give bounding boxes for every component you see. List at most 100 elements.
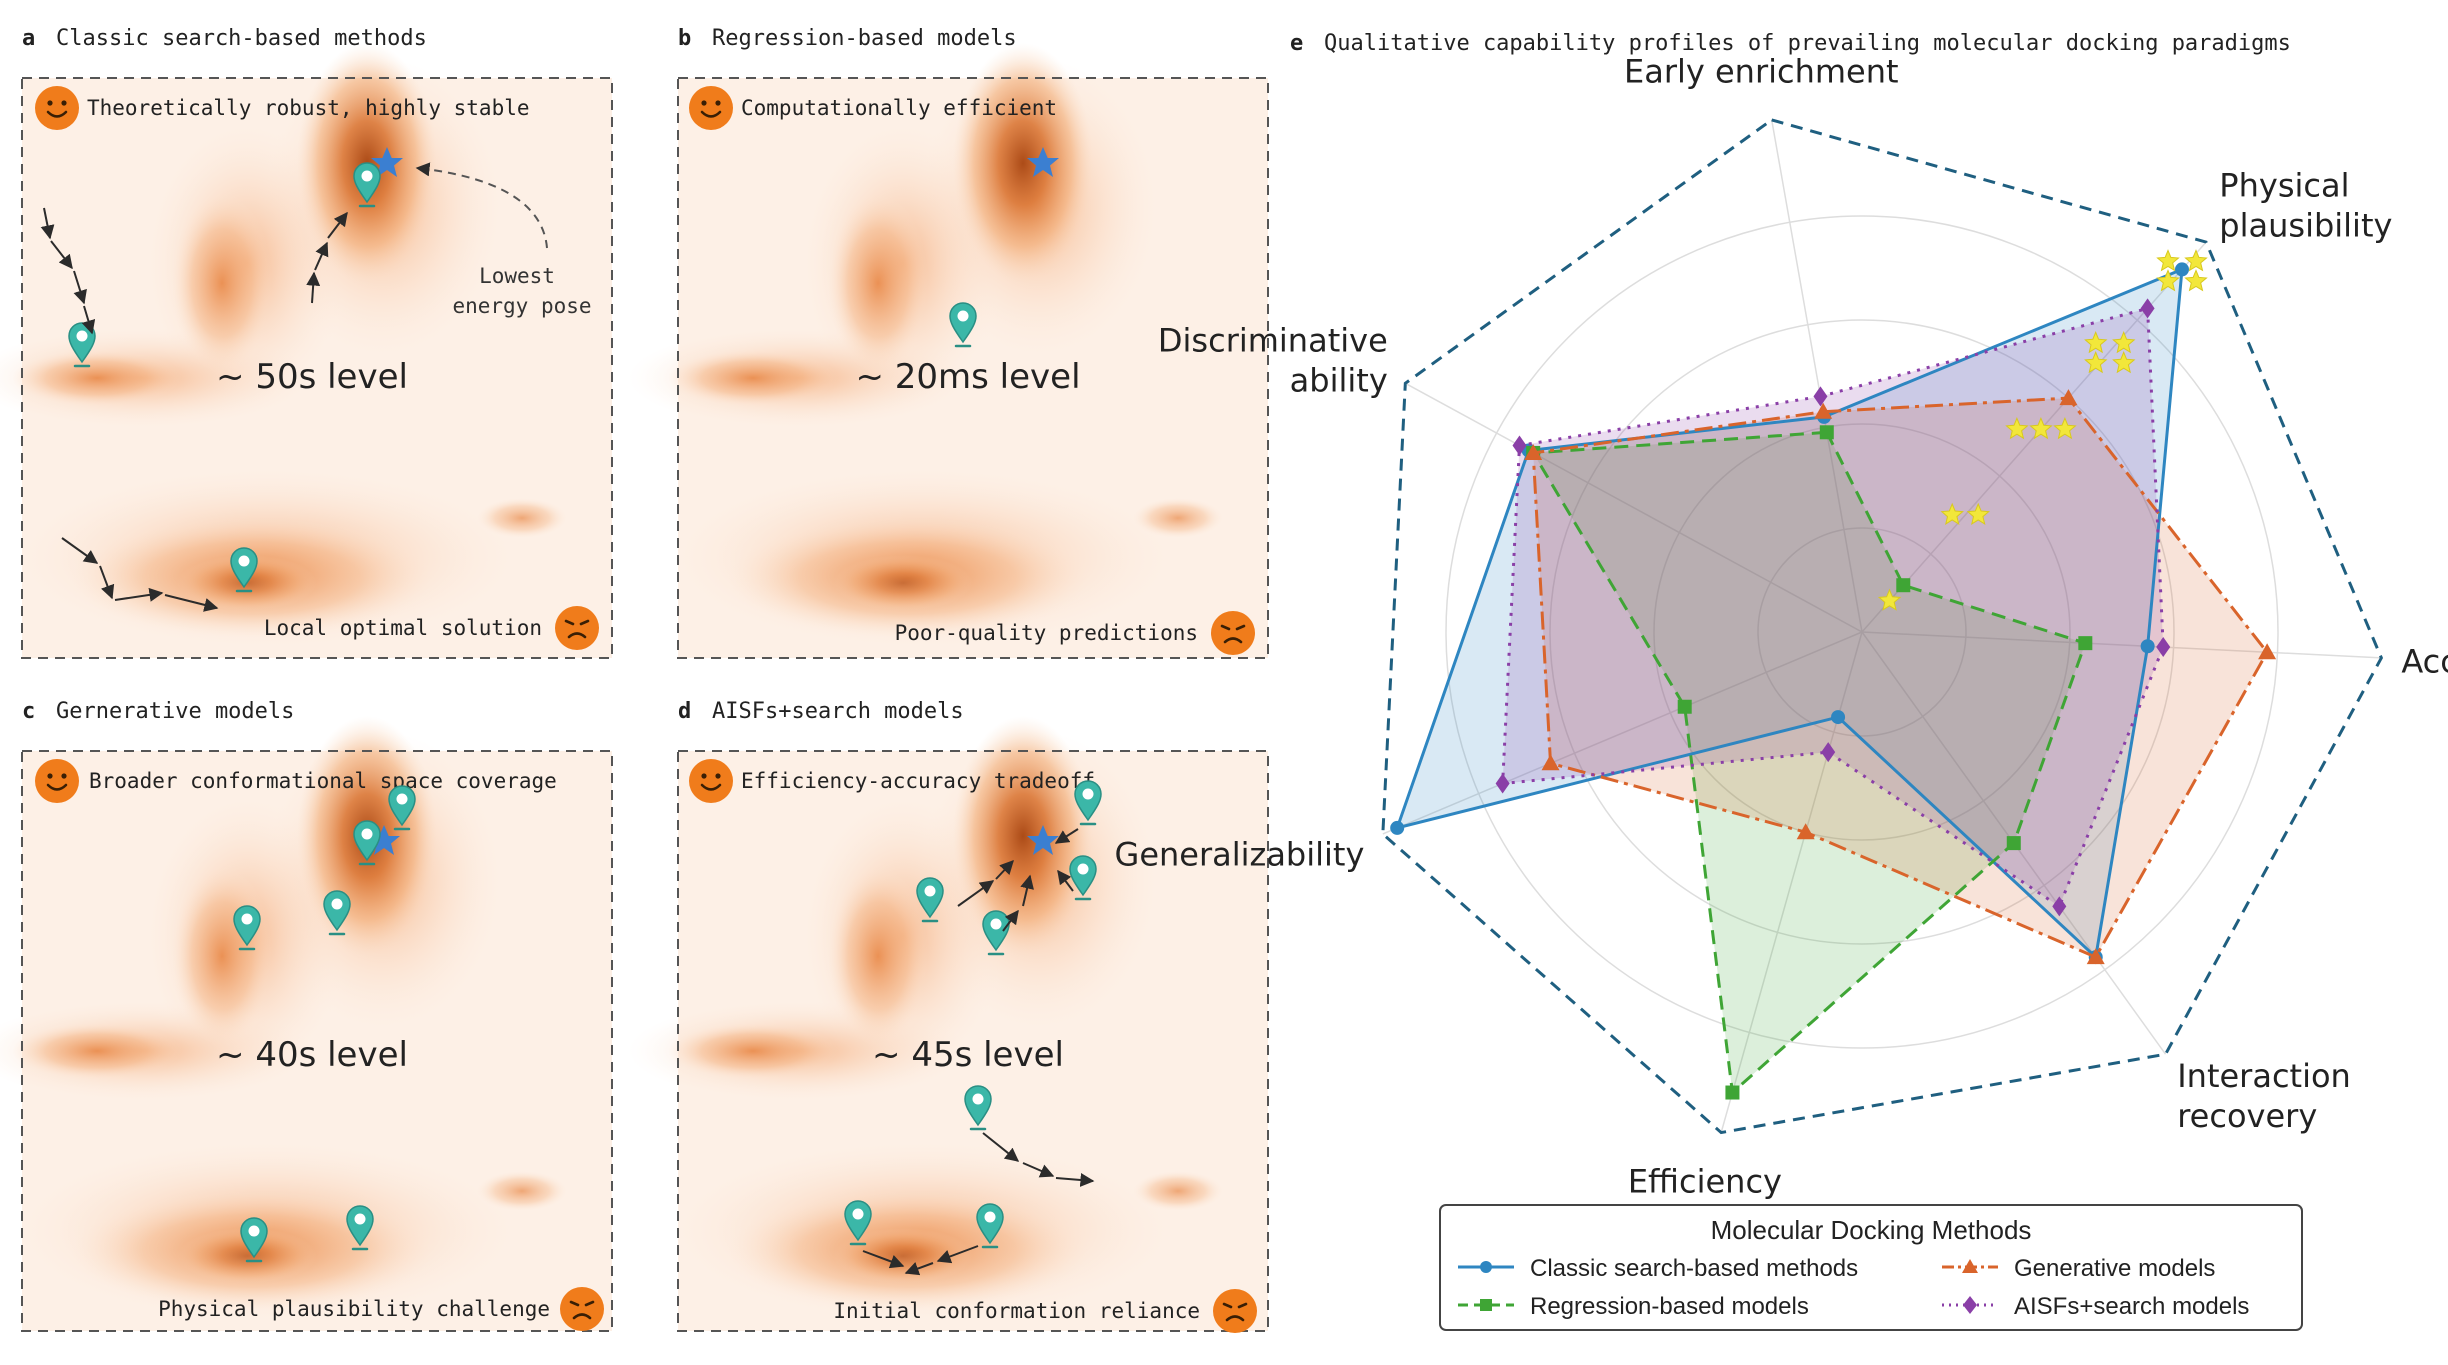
panel-b-con-text: Poor-quality predictions [895, 621, 1198, 645]
series-point [1390, 820, 1405, 835]
series-point [1677, 699, 1692, 714]
panel-c-pro-text: Broader conformational space coverage [89, 769, 557, 793]
rating-star-icon [1966, 502, 1990, 525]
legend-item-classic: Classic search-based methods [1458, 1255, 1858, 1282]
panel-a-frame [21, 77, 613, 659]
panel-e-letter: e [1290, 31, 1303, 56]
series-point [2059, 389, 2078, 406]
rating-star-icon [2156, 249, 2180, 272]
grid-ring [1445, 215, 2279, 1049]
panel-b-pro-text: Computationally efficient [741, 96, 1057, 120]
legend-label: Regression-based models [1530, 1293, 1809, 1320]
series-point [1796, 823, 1815, 840]
series-point [2174, 262, 2189, 277]
panel-b-frame [677, 77, 1269, 659]
rating-star-icon [2112, 330, 2136, 354]
panel-a-level: ~ 50s level [216, 357, 408, 397]
rating-stars [1877, 249, 2208, 611]
series-point [2258, 643, 2277, 660]
legend-item-regression: Regression-based models [1458, 1293, 1809, 1320]
series-point [1821, 742, 1836, 763]
series-point [1512, 435, 1527, 456]
grid-spoke [1770, 119, 1863, 633]
radar-series [1390, 262, 2277, 1100]
outer-boundary [1381, 118, 2384, 1135]
panel-d-letter: d [678, 699, 691, 724]
rating-star-icon [1940, 502, 1964, 525]
panel-e-title: Qualitative capability profiles of preva… [1324, 31, 2291, 56]
sad-face-icon [553, 604, 601, 652]
happy-face-icon [687, 757, 735, 805]
series-area [1502, 308, 2164, 907]
grid-ring [1549, 319, 2175, 945]
axis-label-acc: Accuracy [2401, 642, 2448, 680]
series-point [1524, 443, 1543, 460]
panel-d-pro-text: Efficiency-accuracy tradeoff [741, 769, 1095, 793]
axis-label-phys: Physical [2219, 167, 2349, 205]
series-area [1397, 269, 2182, 958]
series-line [1530, 430, 2088, 1096]
axis-label-disc: Discriminative [1158, 321, 1388, 359]
rating-star-icon [2084, 330, 2108, 354]
series-point [2006, 836, 2021, 851]
rating-star-icon [2112, 350, 2136, 374]
grid-spoke [1404, 382, 1863, 633]
search-trajectory [40, 207, 348, 612]
series-point [2086, 948, 2105, 965]
legend-item-generative: Generative models [1942, 1255, 2215, 1282]
series-area [1533, 398, 2268, 958]
series-point [2078, 636, 2093, 651]
series-point [1819, 425, 1834, 440]
axis-label-gen: Generalizability [1115, 835, 1365, 873]
legend-label: Classic search-based methods [1530, 1255, 1858, 1282]
series-point [1831, 710, 1846, 725]
happy-face-icon [687, 84, 735, 132]
sad-face-icon [558, 1285, 606, 1333]
rating-star-icon [2053, 416, 2077, 440]
panel-b: b Regression-based models Computationall… [628, 26, 1269, 659]
panel-b-title: Regression-based models [712, 26, 1017, 51]
rating-star-icon [2084, 350, 2108, 374]
sad-face-icon [1209, 609, 1257, 657]
series-point [2052, 896, 2067, 917]
panel-e: e Qualitative capability profiles of pre… [1115, 31, 2448, 1331]
grid-spoke [1382, 631, 1863, 835]
series-line [1531, 396, 2269, 960]
axis-label-inter: Interaction [2177, 1057, 2351, 1095]
series-point [1725, 1085, 1740, 1100]
panel-d-frame [677, 750, 1269, 1332]
panel-b-letter: b [678, 26, 691, 51]
rating-star-icon [2005, 416, 2029, 440]
series-point [1814, 402, 1833, 419]
panel-d-level: ~ 45s level [872, 1035, 1064, 1075]
panel-c-level: ~ 40s level [216, 1035, 408, 1075]
panel-d: d AISFs+search models Efficiency-accurac… [628, 699, 1269, 1335]
series-line [1394, 267, 2184, 961]
legend-box [1439, 1204, 2303, 1331]
happy-face-icon [33, 757, 81, 805]
panel-b-level: ~ 20ms level [855, 357, 1080, 397]
legend-item-aisfs: AISFs+search models [1942, 1293, 2249, 1320]
annotation-line-1: Lowest [479, 264, 555, 288]
rating-star-icon [2184, 249, 2208, 272]
axis-label-early: Early enrichment [1624, 53, 1899, 91]
annotation-line-2: energy pose [452, 294, 591, 318]
series-point [1495, 773, 1510, 794]
rating-star-icon [2156, 269, 2180, 292]
panel-c-title: Gernerative models [56, 699, 294, 724]
rating-star-icon [2029, 416, 2053, 440]
legend-title: Molecular Docking Methods [1711, 1215, 2032, 1245]
rating-star-icon [1877, 588, 1902, 611]
series-point [1813, 386, 1828, 407]
series-point [1541, 754, 1560, 771]
axis-label-inter: recovery [2177, 1097, 2317, 1135]
panel-a-letter: a [22, 26, 35, 51]
series-point [2140, 639, 2155, 654]
panel-d-con-text: Initial conformation reliance [833, 1299, 1200, 1323]
panel-c-letter: c [22, 699, 35, 724]
panel-a: a Classic search-based methods Theoretic… [0, 26, 613, 659]
axis-label-disc: ability [1290, 361, 1388, 399]
grid-ring [1653, 423, 2071, 841]
axis-label-phys: plausibility [2219, 207, 2392, 245]
